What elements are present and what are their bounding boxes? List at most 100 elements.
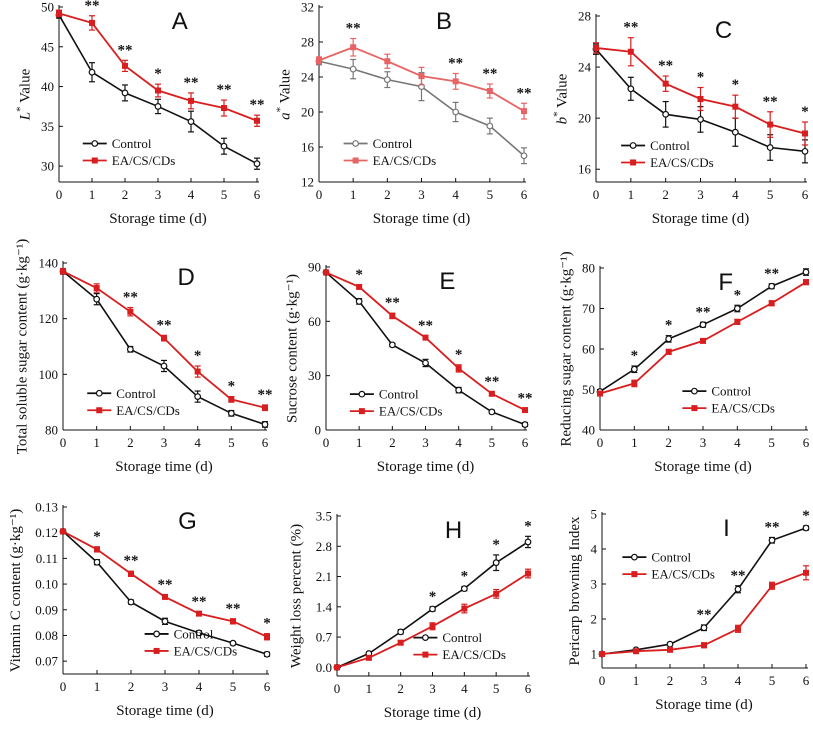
significance-marker: * <box>355 267 363 283</box>
x-tick-label: 5 <box>487 187 494 202</box>
data-point-treatment <box>525 570 531 577</box>
x-axis-title: Storage time (d) <box>377 459 474 475</box>
data-point-treatment <box>488 390 495 397</box>
data-point-treatment <box>597 390 603 397</box>
legend-marker <box>630 159 637 166</box>
legend-label-treatment: EA/CS/CDs <box>116 403 180 418</box>
legend-label-treatment: EA/CS/CDs <box>711 401 775 416</box>
legend-marker <box>96 407 103 414</box>
significance-marker: * <box>801 104 809 120</box>
data-point-treatment <box>161 335 167 342</box>
data-point-control <box>121 89 129 97</box>
data-point-treatment <box>389 312 396 319</box>
data-point-treatment <box>422 334 429 341</box>
x-tick-label: 4 <box>735 673 742 688</box>
data-point-treatment <box>56 10 62 17</box>
significance-marker: ** <box>623 20 638 36</box>
data-point-control <box>700 624 708 632</box>
data-point-control <box>126 345 134 353</box>
legend-marker <box>352 157 359 164</box>
significance-marker: ** <box>85 0 100 14</box>
y-tick-label: 0 <box>315 423 322 438</box>
x-tick-label: 2 <box>128 679 135 694</box>
legend-marker <box>422 651 429 658</box>
data-point-control <box>383 76 391 84</box>
y-tick-label: 80 <box>582 261 595 276</box>
x-tick-label: 2 <box>127 435 134 450</box>
legend-label-treatment: EA/CS/CDs <box>379 404 443 419</box>
significance-marker: ** <box>696 304 711 320</box>
x-tick-label: 6 <box>803 435 810 450</box>
x-tick-label: 6 <box>522 435 529 450</box>
data-point-control <box>263 650 271 658</box>
legend-marker <box>629 142 637 149</box>
data-point-treatment <box>599 651 605 657</box>
x-tick-label: 6 <box>802 187 809 202</box>
data-point-control <box>452 108 460 116</box>
data-point-control <box>195 629 203 637</box>
y-tick-label: 2.8 <box>316 539 332 554</box>
significance-marker: * <box>93 529 101 545</box>
significance-marker: ** <box>157 317 172 333</box>
data-point-treatment <box>803 569 809 576</box>
data-point-control <box>768 536 776 544</box>
x-tick-label: 2 <box>397 681 404 696</box>
data-point-control <box>349 65 357 73</box>
data-point-treatment <box>94 546 100 553</box>
y-tick-label: 40 <box>41 79 54 94</box>
x-tick-label: 2 <box>389 435 396 450</box>
data-point-control <box>524 538 532 546</box>
data-point-control <box>733 305 741 312</box>
series-line-control <box>601 527 807 655</box>
data-point-control <box>627 85 635 93</box>
data-point-control <box>697 116 704 123</box>
significance-marker: ** <box>385 295 400 311</box>
x-tick-label: 0 <box>60 679 67 694</box>
data-point-treatment <box>767 121 774 128</box>
panel-letter: H <box>445 517 462 544</box>
data-point-control <box>731 128 739 136</box>
significance-marker: ** <box>226 601 241 617</box>
significance-marker: * <box>697 70 705 86</box>
panel-F: 0 1 2 3 4 5 6 40 50 60 70 80 Storage time (d) Reducin… <box>558 251 809 475</box>
y-tick-label: 60 <box>582 342 595 357</box>
data-point-treatment <box>162 593 168 600</box>
legend-label-control: Control <box>112 136 152 151</box>
panel-letter: F <box>718 269 733 296</box>
y-axis-title-sup: * <box>274 107 286 113</box>
legend-marker <box>153 630 161 638</box>
legend-label-control: Control <box>174 626 214 641</box>
y-axis-title: Total soluble sugar content (g·kg⁻¹) <box>15 239 31 454</box>
significance-marker: ** <box>418 318 433 334</box>
significance-marker: * <box>734 287 742 303</box>
y-tick-label: 0.10 <box>35 577 58 592</box>
panel-letter: D <box>178 264 195 291</box>
y-tick-label: 30 <box>41 159 54 174</box>
significance-marker: * <box>732 77 740 93</box>
legend-label-control: Control <box>650 138 690 153</box>
significance-marker: ** <box>118 42 133 58</box>
data-point-treatment <box>701 642 707 649</box>
y-axis-title: Vitamin C content (g·kg⁻¹) <box>8 509 24 673</box>
data-point-treatment <box>384 58 391 65</box>
y-tick-label: 90 <box>308 260 321 275</box>
data-point-treatment <box>486 88 493 94</box>
y-tick-label: 2 <box>591 612 598 627</box>
data-point-control <box>397 628 405 636</box>
data-point-control <box>422 359 429 367</box>
significance-marker: ** <box>250 97 265 113</box>
significance-marker: * <box>263 616 271 632</box>
x-axis-title: Storage time (d) <box>384 705 481 721</box>
data-point-treatment <box>89 19 95 26</box>
x-tick-label: 2 <box>665 435 672 450</box>
y-tick-label: 30 <box>308 368 321 383</box>
y-tick-label: 70 <box>582 301 595 316</box>
data-point-treatment <box>732 103 739 110</box>
data-point-control <box>630 365 638 373</box>
y-axis-title: Sucrose content (g·kg⁻¹) <box>284 274 300 423</box>
x-tick-label: 5 <box>230 679 237 694</box>
data-point-treatment <box>803 279 809 286</box>
data-point-treatment <box>188 97 194 104</box>
